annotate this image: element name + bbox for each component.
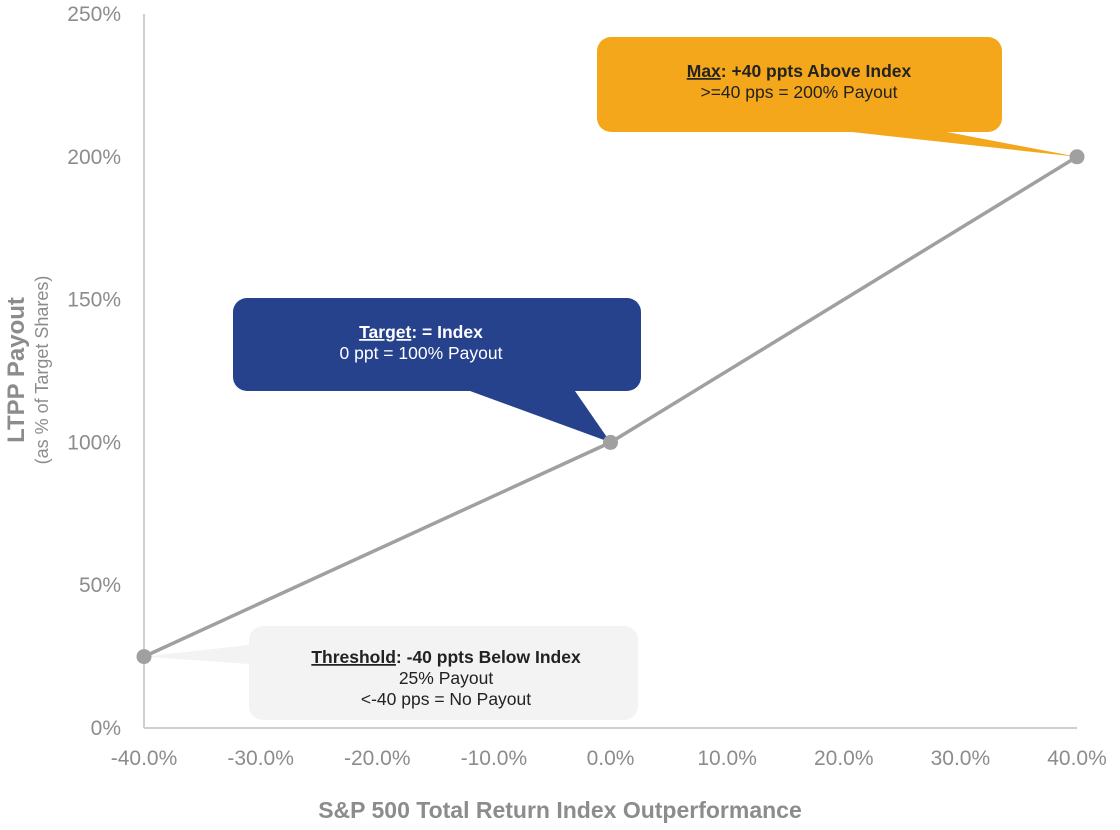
x-tick-label: 20.0% [814,747,874,770]
callout-key-target: Target [359,322,411,342]
y-tick-label: 50% [79,574,121,597]
x-tick-label: -10.0% [461,747,528,770]
callout-heading-rest-threshold: : -40 ppts Below Index [396,647,581,667]
x-tick-label: -40.0% [111,747,178,770]
callout-line-target: 0 ppt = 100% Payout [340,343,503,363]
series [136,149,1085,665]
data-point [136,649,152,665]
y-tick-label: 100% [67,431,121,454]
callout-pointer-max [852,132,1077,157]
callout-line-threshold: <-40 pps = No Payout [361,689,531,709]
data-point [1069,149,1085,165]
data-point [603,434,618,450]
x-tick-label: 30.0% [931,747,991,770]
callout-heading-rest-target: : = Index [411,322,483,342]
callout-line-threshold: 25% Payout [399,668,494,688]
y-axis-sublabel: (as % of Target Shares) [32,276,52,465]
callout-heading-rest-max: : +40 ppts Above Index [721,61,912,81]
y-tick-label: 150% [67,289,121,312]
x-tick-label: -20.0% [344,747,411,770]
callout-box-threshold [249,626,638,720]
callout-pointer-target [470,391,611,443]
callout-texts: Max: +40 ppts Above Index>=40 pps = 200%… [311,61,911,709]
x-axis-label: S&P 500 Total Return Index Outperformanc… [318,797,802,823]
series-line [143,155,1078,659]
tick-labels: 0% 50% 100% 150% 200% 250% -40.0% -30.0% -20.0% -… [67,3,1106,770]
callout-heading-max: Max: +40 ppts Above Index [687,61,912,81]
callout-key-max: Max [687,61,721,81]
axes [143,14,1077,729]
callout-box-target [233,298,641,391]
y-tick-label: 0% [91,717,121,740]
callout-heading-target: Target: = Index [359,322,483,342]
callout-heading-threshold: Threshold: -40 ppts Below Index [311,647,581,667]
callout-line-max: >=40 pps = 200% Payout [700,82,897,102]
callout-box-max [597,37,1002,132]
y-axis-label: LTPP Payout [3,297,30,443]
callout-key-threshold: Threshold [311,647,396,667]
y-tick-label: 200% [67,146,121,169]
x-tick-label: -30.0% [227,747,294,770]
callouts [144,37,1077,720]
x-tick-label: 0.0% [587,747,635,770]
x-tick-label: 10.0% [697,747,757,770]
callout-pointer-threshold [144,645,249,664]
x-tick-label: 40.0% [1047,747,1107,770]
y-tick-label: 250% [67,3,121,26]
